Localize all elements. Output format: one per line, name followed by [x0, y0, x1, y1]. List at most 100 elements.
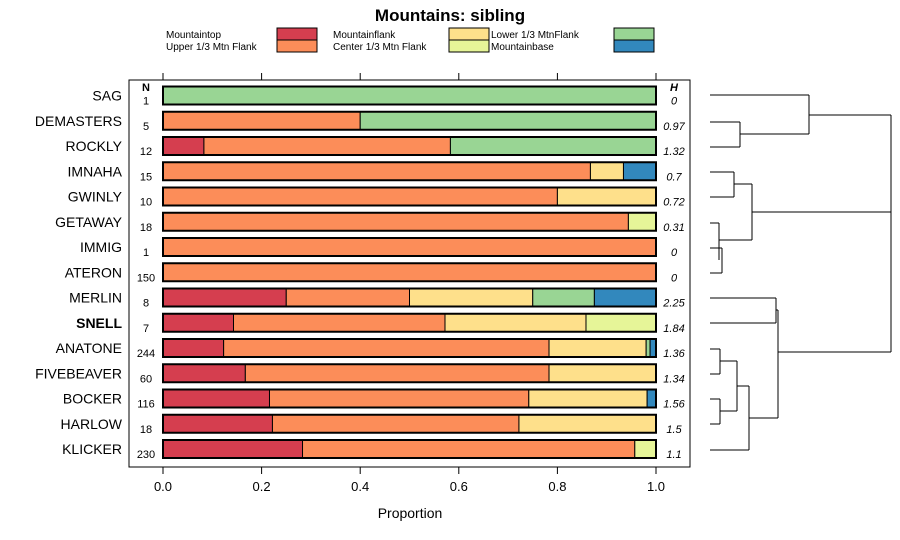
row-label: ATERON — [65, 264, 122, 280]
row-label: ROCKLY — [65, 138, 122, 154]
bar-segment-mountaintop — [162, 389, 270, 408]
bar-segment-upper-1-3-mtn-flank — [223, 338, 550, 358]
row-n-value: 18 — [140, 424, 152, 436]
bar-outline — [162, 237, 657, 257]
bar-outline — [162, 85, 657, 106]
row-imnaha: IMNAHA 15 0.7 — [68, 161, 683, 183]
bar-segment-center-1-3-mtn-flank — [585, 313, 657, 333]
row-n-value: 150 — [137, 272, 155, 284]
bar-outline — [162, 338, 657, 358]
row-n-value: 18 — [140, 222, 152, 234]
row-label: SAG — [92, 88, 122, 104]
bar-segment-upper-1-3-mtn-flank — [271, 414, 520, 434]
bar-segment-mountaintop — [162, 288, 287, 307]
bar-segment-upper-1-3-mtn-flank — [244, 363, 550, 383]
row-h-value: 2.25 — [662, 298, 685, 310]
bar-segment-lower-1-3-mtnflank — [532, 288, 595, 307]
bar-segment-center-1-3-mtn-flank — [634, 439, 657, 459]
row-h-value: 1.1 — [666, 449, 681, 461]
bar-outline — [162, 287, 657, 308]
row-label: HARLOW — [61, 416, 123, 432]
bar-segment-mountainflank — [518, 414, 657, 434]
row-label: MERLIN — [69, 290, 122, 306]
legend-label-upper-1-3-mtn-flank: Upper 1/3 Mtn Flank — [166, 42, 258, 53]
x-tick-label-4: 0.8 — [548, 479, 566, 494]
row-label: IMNAHA — [68, 163, 123, 179]
bar-outline — [162, 312, 657, 333]
row-label: FIVEBEAVER — [35, 365, 122, 381]
bar-segment-upper-1-3-mtn-flank — [302, 439, 636, 459]
x-tick-label-0: 0.0 — [154, 479, 172, 494]
row-h-value: 1.56 — [663, 399, 685, 411]
bar-segment-upper-1-3-mtn-flank — [162, 187, 558, 206]
row-h-value: 0.31 — [663, 222, 684, 234]
row-h-value: 0 — [671, 96, 678, 108]
bar-outline — [162, 161, 657, 182]
row-n-value: 5 — [143, 121, 149, 133]
n-column-header: N — [142, 82, 150, 94]
row-gwinly: GWINLY 10 0.72 — [68, 186, 685, 209]
bar-outline — [162, 439, 657, 459]
bar-segment-lower-1-3-mtnflank — [449, 136, 657, 156]
row-h-value: 0.72 — [663, 197, 684, 209]
h-column-header: H — [670, 82, 679, 94]
bar-outline — [162, 211, 657, 232]
row-h-value: 0.7 — [666, 171, 682, 183]
x-tick-label-3: 0.6 — [450, 479, 468, 494]
legend-swatch-center-1-3-mtn-flank — [448, 39, 490, 53]
bar-segment-upper-1-3-mtn-flank — [162, 262, 657, 282]
legend-label-mountaintop: Mountaintop — [166, 30, 221, 41]
row-h-value: 1.36 — [663, 348, 685, 360]
bar-segment-mountaintop — [162, 439, 304, 459]
row-label: DEMASTERS — [35, 113, 122, 129]
bar-segment-mountainflank — [548, 338, 647, 358]
chart-title: Mountains: sibling — [375, 6, 525, 25]
x-axis: 0.0 0.2 0.4 0.6 0.8 1.0 — [154, 73, 665, 494]
legend-label-lower-1-3-mtnflank: Lower 1/3 MtnFlank — [491, 30, 580, 41]
bar-segment-mountainflank — [444, 313, 587, 333]
row-h-value: 0 — [671, 247, 678, 259]
bar-segment-lower-1-3-mtnflank — [162, 86, 657, 105]
row-anatone: ANATONE 244 1.36 — [56, 338, 686, 360]
row-n-value: 230 — [137, 449, 155, 461]
row-fivebeaver: FIVEBEAVER 60 1.34 — [35, 363, 685, 385]
bar-segment-mountainflank — [409, 288, 534, 307]
row-n-value: 1 — [143, 247, 149, 259]
row-sag: SAG 1 0 — [92, 85, 678, 108]
row-klicker: KLICKER 230 1.1 — [62, 439, 682, 461]
row-harlow: HARLOW 18 1.5 — [61, 413, 683, 436]
bar-segment-upper-1-3-mtn-flank — [285, 288, 410, 307]
row-h-value: 0.97 — [663, 121, 685, 133]
bar-outline — [162, 186, 657, 207]
legend-swatch-mountaintop — [276, 27, 318, 41]
bar-outline — [162, 262, 657, 283]
bar-outline — [162, 363, 657, 384]
legend-label-center-1-3-mtn-flank: Center 1/3 Mtn Flank — [333, 42, 427, 53]
bar-outline — [162, 110, 657, 131]
bar-segment-mountainflank — [556, 187, 657, 206]
bar-segment-upper-1-3-mtn-flank — [162, 212, 629, 232]
row-n-value: 244 — [137, 348, 155, 360]
row-bocker: BOCKER 116 1.56 — [63, 388, 686, 411]
bar-segment-mountaintop — [162, 363, 246, 383]
row-h-value: 1.34 — [663, 373, 684, 385]
bar-segment-mountaintop — [162, 338, 225, 358]
legend-swatch-mountainflank — [448, 27, 490, 41]
bar-segment-upper-1-3-mtn-flank — [232, 313, 446, 333]
bar-segment-mountaintop — [162, 414, 273, 434]
bar-segment-upper-1-3-mtn-flank — [268, 389, 530, 408]
row-label: ANATONE — [56, 340, 122, 356]
bar-segment-upper-1-3-mtn-flank — [162, 111, 361, 131]
bar-outline — [162, 136, 657, 156]
x-tick-label-5: 1.0 — [647, 479, 665, 494]
row-n-value: 15 — [140, 171, 152, 183]
row-label: GETAWAY — [55, 214, 123, 230]
legend-label-mountainflank: Mountainflank — [333, 30, 396, 41]
bar-outline — [162, 388, 657, 409]
row-n-value: 1 — [143, 96, 149, 108]
legend-swatch-lower-1-3-mtnflank — [613, 27, 655, 41]
bar-segment-mountainbase — [646, 389, 657, 408]
